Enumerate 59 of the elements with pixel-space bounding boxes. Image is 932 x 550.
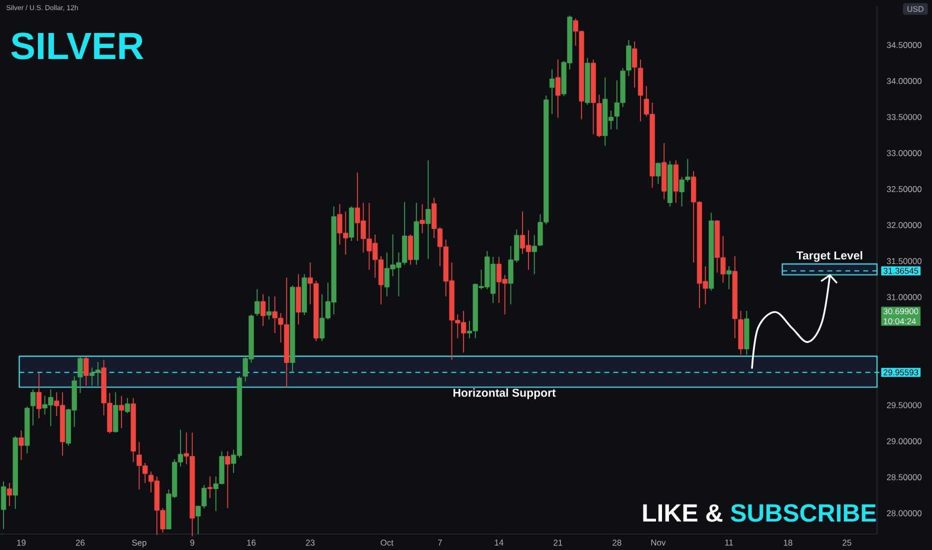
y-tick-label: 29.50000 xyxy=(886,402,922,408)
text: SILVER xyxy=(11,32,144,60)
x-tick-label: 11 xyxy=(725,540,733,546)
candlestick xyxy=(6,482,12,506)
candlestick xyxy=(84,356,89,386)
band-label: Horizontal Support xyxy=(454,388,556,400)
text: 30.69900 xyxy=(884,308,918,314)
y-tick-label: 33.50000 xyxy=(886,114,922,120)
annotation: SUBSCRIBE xyxy=(730,504,876,522)
candlestick xyxy=(0,481,6,530)
x-tick-label: 28 xyxy=(612,540,622,546)
y-tick-label: 32.50000 xyxy=(886,186,922,192)
candlestick xyxy=(18,430,24,460)
candlestick xyxy=(254,288,260,316)
y-tick-label: 33.00000 xyxy=(886,150,922,156)
candlestick xyxy=(408,234,414,266)
candlestick xyxy=(124,398,130,414)
x-tick-label: 16 xyxy=(247,540,256,546)
ref-line-label: 29.95593 xyxy=(884,369,918,376)
x-tick-label: 25 xyxy=(842,540,852,546)
x-tick-label: 26 xyxy=(76,540,85,546)
candlestick xyxy=(532,234,537,275)
candlestick xyxy=(207,476,213,499)
x-tick-label: 21 xyxy=(554,540,562,546)
candlestick xyxy=(30,388,36,426)
candlestick xyxy=(726,266,732,290)
candlestick xyxy=(260,294,266,326)
candlestick xyxy=(225,450,230,509)
x-tick-label: Sep xyxy=(132,540,146,548)
x-tick-label: 23 xyxy=(306,540,315,546)
y-tick-label: 34.50000 xyxy=(886,42,922,48)
band-label: Target Level xyxy=(796,251,862,262)
candlestick xyxy=(266,296,272,320)
y-tick-label: 28.50000 xyxy=(886,474,922,480)
candlestick xyxy=(555,58,560,118)
candlestick xyxy=(632,40,638,88)
candlestick xyxy=(426,160,431,260)
annotation: LIKE & xyxy=(643,504,722,522)
ref-line-label: 31.36545 xyxy=(884,268,918,274)
x-tick-label: 7 xyxy=(438,540,442,546)
y-tick-label: 28.00000 xyxy=(886,510,922,516)
y-tick-label: 34.00000 xyxy=(886,78,922,84)
x-tick-label: 9 xyxy=(190,540,194,546)
candlestick xyxy=(656,162,661,185)
y-tick-label: 32.00000 xyxy=(886,222,922,228)
y-tick-label: 31.00000 xyxy=(886,294,922,300)
text: 10:04:24 xyxy=(884,318,916,324)
x-tick-label: 18 xyxy=(784,540,792,546)
candlestick xyxy=(118,395,124,429)
x-tick-label: 14 xyxy=(494,540,504,546)
y-tick-label: 29.00000 xyxy=(886,438,922,444)
candlestick xyxy=(36,372,42,419)
x-tick-label: Oct xyxy=(380,540,394,546)
x-tick-label: 19 xyxy=(17,540,26,546)
y-tick-label: 31.50000 xyxy=(886,258,922,264)
candlestick xyxy=(420,204,425,234)
x-tick-label: Nov xyxy=(651,540,666,546)
candlestick xyxy=(78,356,83,394)
candlestick xyxy=(549,69,555,115)
